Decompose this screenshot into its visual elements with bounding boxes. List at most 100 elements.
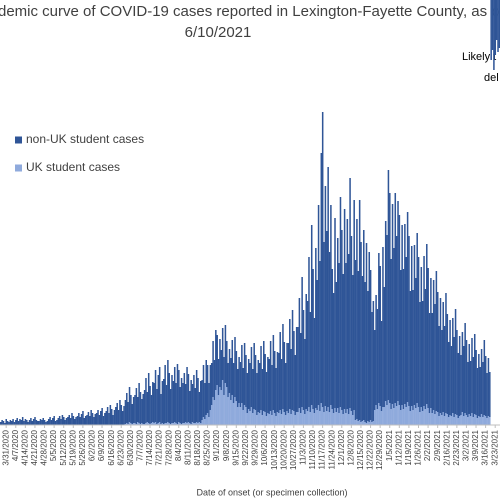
bar	[234, 397, 236, 425]
bar	[310, 225, 313, 405]
bar	[300, 333, 302, 413]
x-tick-label: 10/6/2020	[260, 429, 269, 465]
x-tick-label: 4/21/2020	[30, 429, 39, 465]
bar	[450, 416, 453, 425]
bar	[483, 415, 486, 425]
bar	[52, 418, 54, 425]
x-tick-label: 11/3/2020	[299, 429, 308, 465]
bar	[189, 423, 191, 425]
bar	[341, 230, 343, 410]
bar	[487, 416, 490, 425]
legend-swatch	[15, 164, 22, 172]
bar	[395, 236, 398, 406]
bar	[178, 370, 180, 422]
bar	[94, 414, 97, 425]
bar	[246, 413, 249, 425]
bar	[341, 410, 343, 425]
bar	[312, 269, 314, 409]
bar	[409, 411, 412, 425]
bar	[239, 407, 242, 425]
bar	[287, 413, 290, 425]
bar	[241, 345, 243, 403]
bar	[393, 248, 395, 408]
bar	[372, 421, 375, 425]
bar	[282, 409, 284, 425]
bar	[136, 397, 139, 422]
bar	[175, 423, 177, 425]
bar	[104, 413, 106, 425]
bar	[276, 352, 279, 412]
bar	[202, 417, 205, 425]
bar	[484, 356, 487, 416]
bar	[147, 423, 150, 425]
bar	[193, 375, 195, 423]
bar	[110, 409, 113, 425]
bar	[336, 408, 339, 425]
bar	[302, 310, 305, 410]
bar	[315, 408, 317, 425]
bar	[291, 410, 294, 425]
bar	[27, 422, 29, 425]
bar	[213, 360, 216, 400]
bar	[47, 419, 50, 425]
bar	[394, 403, 397, 425]
x-tick-label: 1/5/2021	[385, 429, 394, 461]
bar	[420, 407, 423, 425]
bar	[424, 409, 427, 425]
x-tick-label: 1/26/2021	[414, 429, 423, 465]
bar	[228, 393, 231, 425]
bar	[384, 221, 387, 401]
bar	[164, 423, 166, 425]
bar	[46, 421, 49, 425]
bar	[154, 370, 157, 422]
bar	[379, 266, 381, 406]
bar	[417, 407, 420, 425]
bar	[130, 395, 132, 423]
bar	[312, 409, 314, 425]
bar	[273, 351, 276, 413]
bar	[269, 341, 272, 411]
bar	[93, 417, 95, 425]
bar	[472, 417, 475, 425]
bar	[328, 412, 331, 425]
bar	[212, 341, 214, 397]
bar	[476, 418, 479, 425]
bar	[135, 388, 138, 424]
bar	[330, 205, 332, 405]
bar	[365, 423, 368, 425]
bar	[258, 363, 261, 413]
bar	[261, 369, 264, 415]
bar	[386, 405, 388, 425]
bar	[427, 408, 429, 425]
bar	[176, 364, 179, 424]
bar	[320, 153, 323, 403]
bar	[479, 367, 481, 417]
bar	[220, 350, 223, 390]
bar	[416, 233, 418, 403]
bar	[179, 387, 181, 423]
bar	[380, 411, 383, 425]
bar	[360, 242, 362, 422]
x-tick-label: 8/18/2020	[193, 429, 202, 465]
x-tick-label: 4/7/2020	[11, 429, 20, 461]
bar	[212, 397, 214, 425]
bar	[275, 416, 277, 425]
bar	[215, 330, 217, 390]
bar	[146, 422, 149, 425]
bar	[272, 335, 275, 410]
bar	[286, 411, 288, 425]
bar	[419, 412, 421, 425]
bar	[180, 378, 183, 424]
bar	[108, 413, 110, 425]
bar	[493, 0, 495, 70]
bar	[484, 416, 487, 425]
bar	[157, 423, 160, 425]
bar	[109, 405, 112, 425]
bar	[65, 418, 68, 425]
bar	[54, 421, 57, 425]
bar	[21, 417, 24, 425]
bar	[242, 368, 244, 410]
x-tick-label: 4/28/2020	[40, 429, 49, 465]
bar	[378, 403, 380, 425]
x-tick-label: 3/9/2021	[471, 429, 480, 461]
